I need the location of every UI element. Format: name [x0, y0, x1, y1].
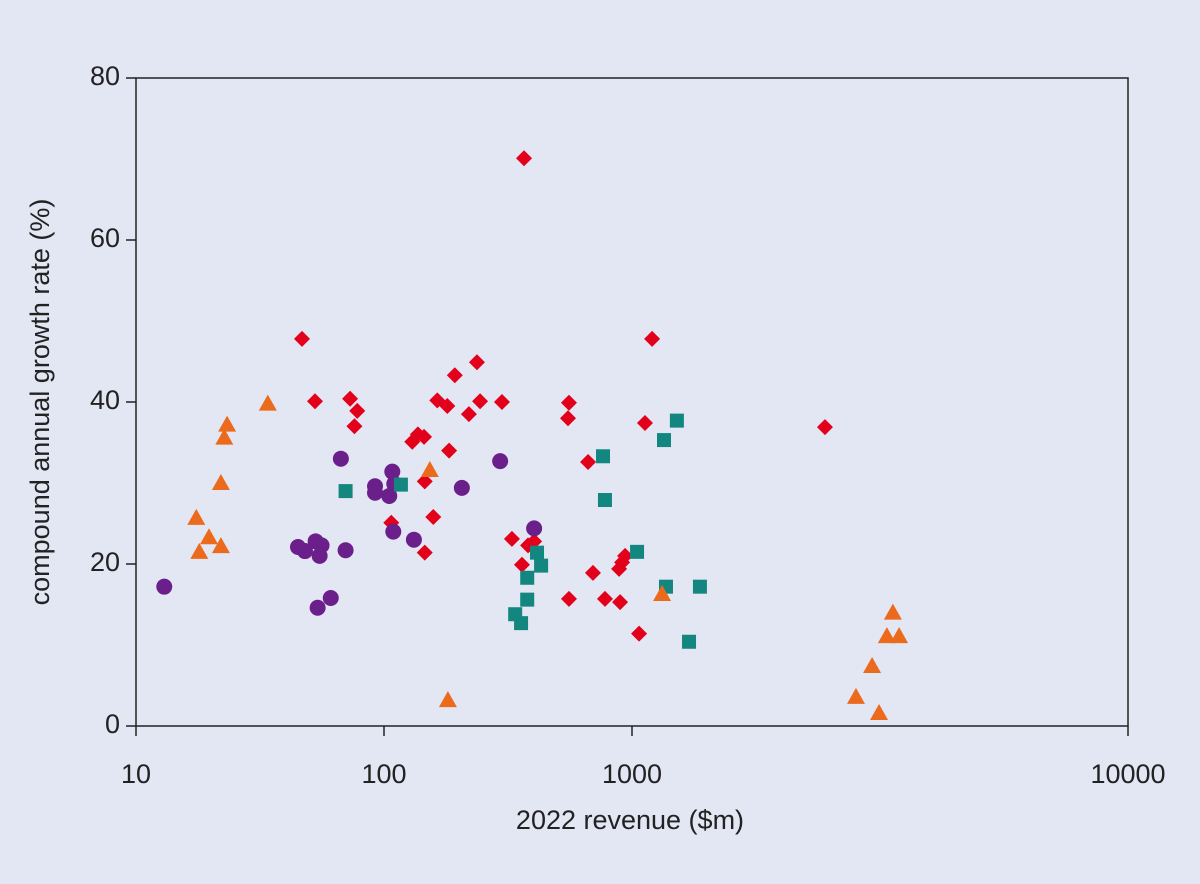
point: [156, 578, 173, 595]
y-tick-label: 20: [90, 547, 120, 577]
point: [560, 410, 577, 427]
point: [560, 394, 577, 411]
point: [404, 433, 421, 450]
point: [438, 691, 457, 708]
point: [492, 453, 509, 470]
point: [342, 390, 359, 407]
point: [692, 579, 707, 594]
point: [493, 394, 510, 410]
point: [644, 330, 661, 347]
point: [385, 523, 402, 540]
point: [530, 545, 545, 560]
point: [322, 590, 339, 607]
point: [200, 528, 219, 545]
y-tick-label: 80: [90, 61, 120, 91]
x-tick-label: 10: [121, 759, 151, 789]
point: [311, 547, 328, 564]
point: [682, 634, 697, 649]
point: [187, 508, 206, 525]
y-axis-label: compound annual growth rate (%): [25, 199, 55, 606]
point: [349, 402, 366, 419]
point: [446, 367, 463, 384]
point: [258, 394, 277, 411]
point: [296, 543, 313, 560]
point: [416, 473, 433, 490]
x-axis-label: 2022 revenue ($m): [516, 805, 744, 835]
point: [883, 603, 902, 620]
point: [630, 544, 645, 559]
point: [596, 449, 611, 464]
point: [520, 592, 535, 607]
point: [472, 393, 489, 410]
point: [453, 479, 470, 496]
point: [381, 487, 398, 504]
point: [309, 599, 326, 616]
point: [468, 354, 485, 371]
y-tick-label: 40: [90, 385, 120, 415]
point: [526, 533, 543, 550]
point: [580, 453, 597, 470]
point: [653, 584, 672, 601]
point: [890, 627, 909, 644]
x-tick-label: 10000: [1090, 759, 1165, 789]
point: [441, 442, 458, 459]
point: [612, 594, 629, 611]
point: [516, 150, 533, 167]
point: [211, 474, 230, 490]
point: [367, 484, 384, 501]
point: [514, 616, 529, 631]
y-tick-label: 60: [90, 223, 120, 253]
x-tick-label: 100: [361, 759, 406, 789]
point: [513, 556, 530, 573]
point: [211, 537, 230, 554]
point: [393, 477, 408, 492]
point: [338, 484, 353, 499]
point: [307, 393, 324, 410]
y-tick-label: 0: [105, 709, 120, 739]
point: [584, 564, 601, 581]
point: [460, 406, 477, 423]
point: [846, 687, 865, 704]
point: [405, 531, 422, 548]
point: [877, 627, 896, 644]
point: [597, 493, 612, 508]
point: [631, 625, 648, 642]
point: [657, 433, 672, 448]
point: [416, 428, 433, 445]
point: [503, 530, 520, 547]
point: [520, 570, 535, 585]
point: [416, 544, 433, 561]
point: [669, 413, 684, 428]
point: [384, 463, 401, 480]
point: [526, 520, 543, 537]
x-tick-label: 1000: [602, 759, 662, 789]
point: [332, 450, 349, 467]
point: [636, 415, 653, 432]
point: [863, 657, 882, 674]
point: [425, 509, 442, 526]
point: [293, 330, 310, 347]
point: [560, 590, 577, 607]
point: [215, 428, 234, 445]
point: [337, 542, 354, 559]
point: [534, 558, 549, 573]
point: [218, 415, 237, 432]
point: [816, 419, 833, 436]
point: [439, 398, 456, 415]
point: [617, 547, 634, 564]
point: [190, 542, 209, 559]
point: [420, 461, 439, 478]
point: [346, 418, 363, 435]
point: [870, 704, 889, 721]
point: [596, 590, 613, 607]
